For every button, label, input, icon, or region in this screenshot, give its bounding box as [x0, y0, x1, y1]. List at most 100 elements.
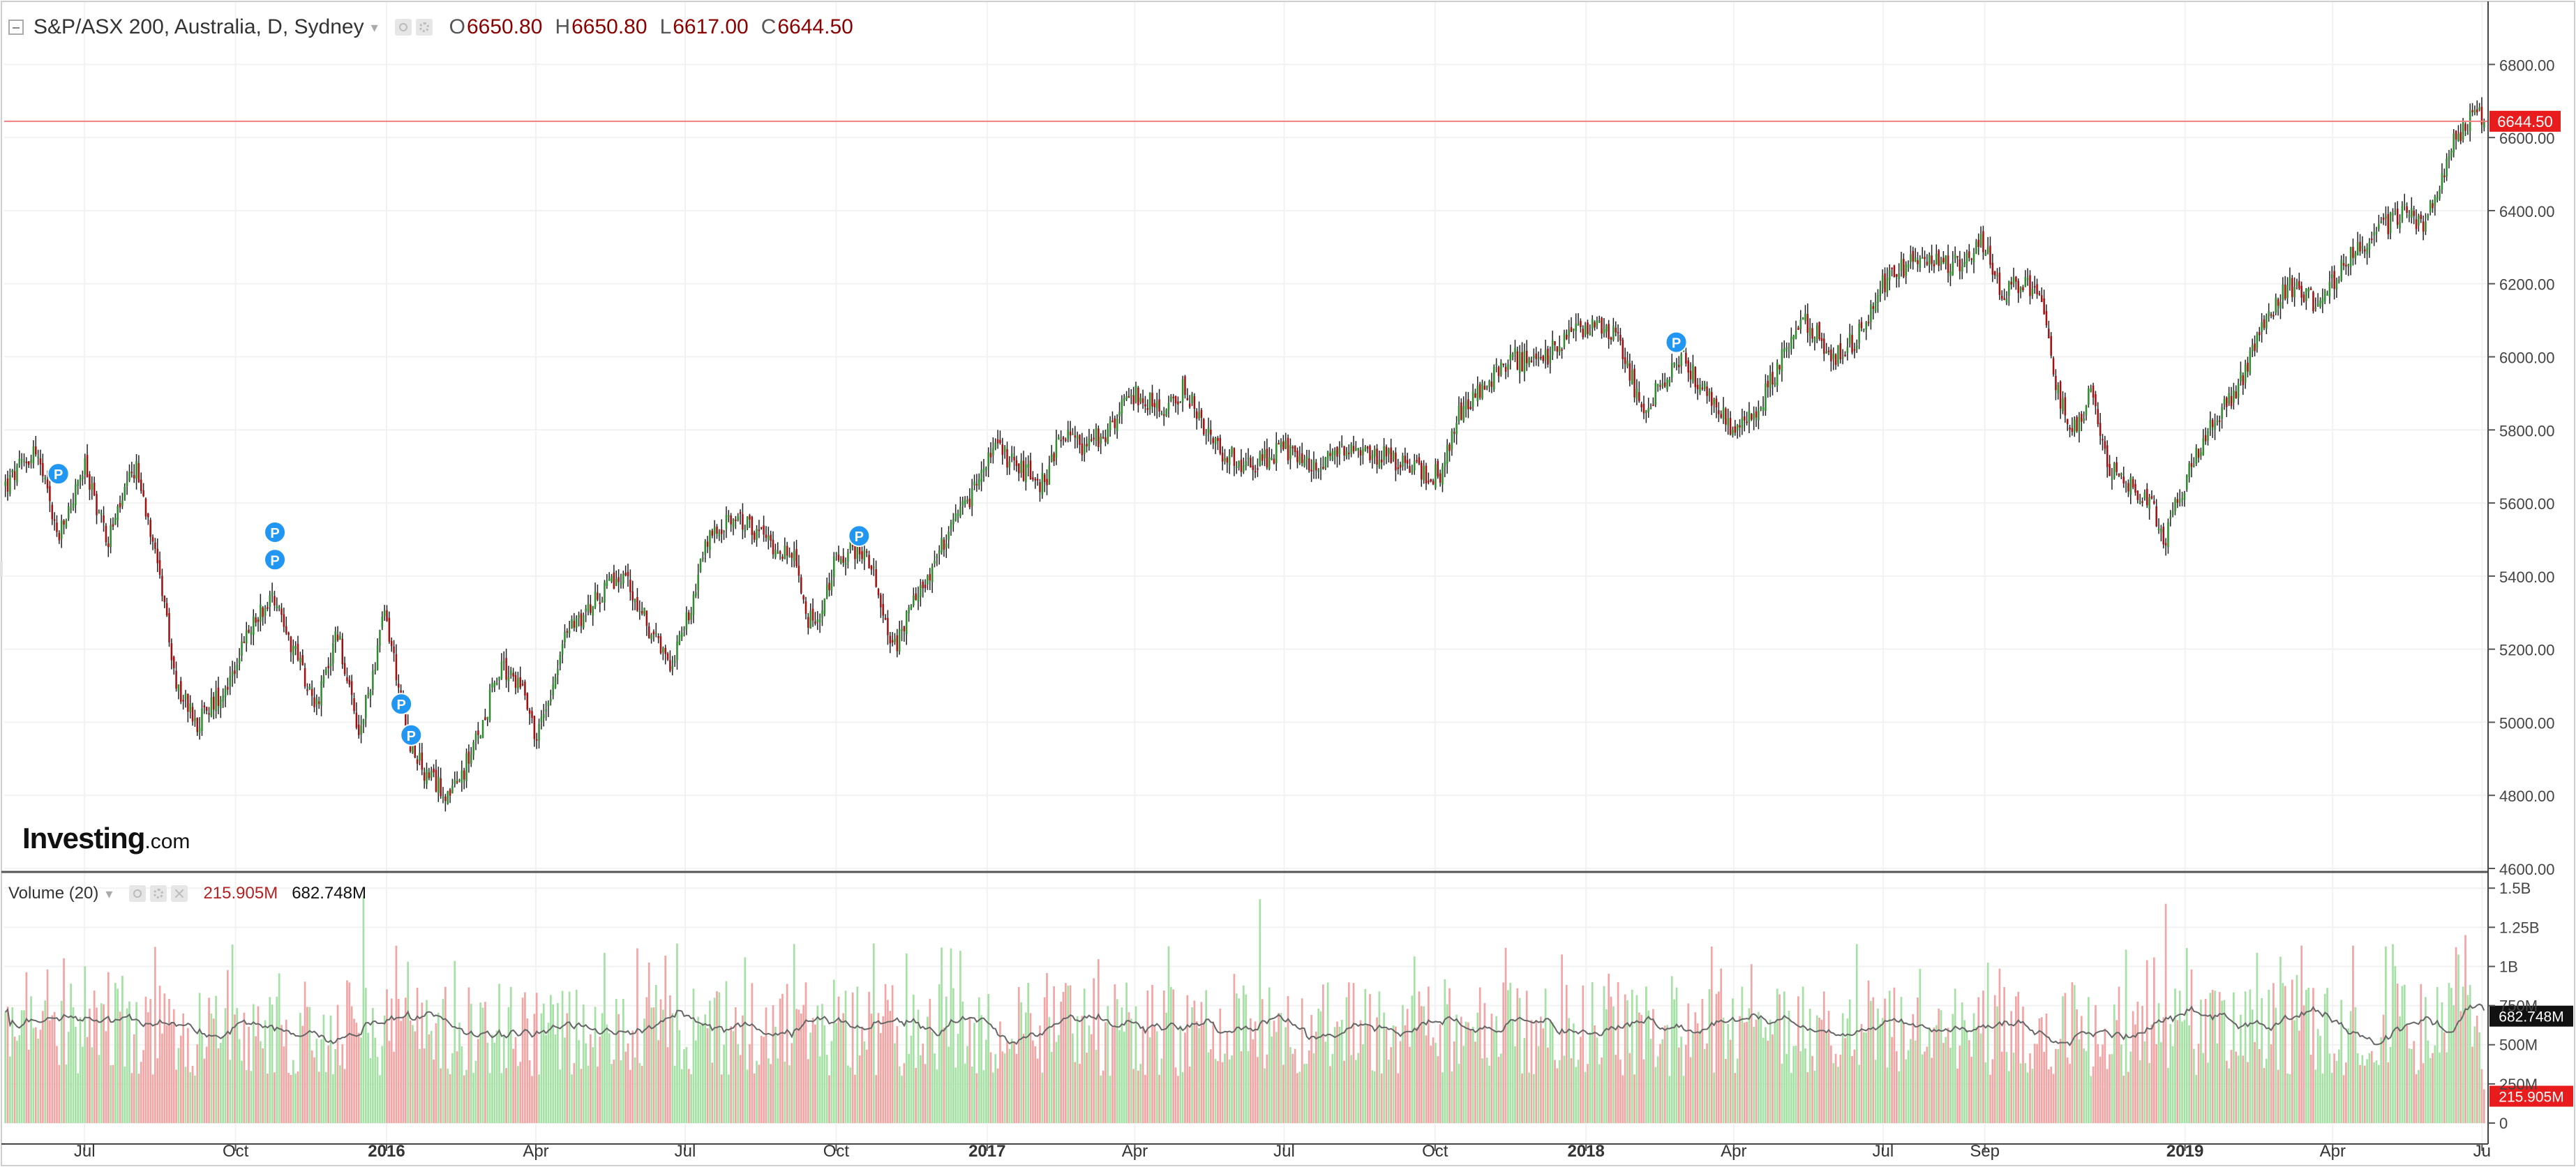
volume-bar — [205, 1046, 208, 1123]
candle — [1893, 265, 1896, 278]
candle — [793, 550, 795, 562]
candle — [2354, 253, 2357, 259]
candle — [386, 610, 388, 622]
candle — [280, 608, 283, 615]
volume-bar — [716, 991, 718, 1123]
eye-icon[interactable] — [394, 19, 412, 36]
candle — [1891, 267, 1893, 269]
candle — [832, 556, 835, 578]
candle — [1435, 464, 1437, 488]
volume-bar — [39, 1030, 42, 1123]
candle — [662, 648, 664, 653]
candle — [971, 488, 973, 506]
candle — [1722, 407, 1725, 419]
volume-bar — [56, 1046, 58, 1123]
candle — [818, 619, 821, 623]
candle — [6, 478, 9, 492]
candle — [1694, 367, 1697, 387]
candle — [1153, 402, 1156, 407]
volume-bar — [397, 998, 400, 1123]
volume-bar — [599, 1037, 601, 1123]
volume-bar — [2125, 949, 2127, 1123]
candle — [236, 665, 239, 671]
volume-bar — [538, 1074, 540, 1123]
low-key: L — [659, 15, 672, 38]
candle — [381, 616, 384, 628]
event-marker[interactable]: P — [390, 693, 413, 716]
candle — [1493, 366, 1495, 390]
volume-bar — [1521, 1073, 1523, 1123]
collapse-icon[interactable] — [8, 20, 24, 35]
event-marker[interactable]: P — [400, 723, 423, 746]
volume-bar — [1898, 1071, 1900, 1123]
candle — [2209, 419, 2212, 430]
volume-bar — [1727, 1023, 1730, 1123]
volume-bar — [1736, 1058, 1739, 1123]
volume-bar — [777, 1058, 779, 1123]
candle — [1790, 337, 1792, 349]
volume-bar — [1772, 1034, 1774, 1123]
open-key: O — [449, 15, 465, 38]
candle — [950, 523, 952, 529]
candle — [1397, 467, 1399, 469]
candle — [966, 499, 968, 502]
chevron-down-icon[interactable]: ▾ — [370, 20, 378, 36]
candle — [2406, 206, 2408, 213]
volume-bar — [1968, 1040, 1970, 1123]
candle — [481, 720, 484, 738]
candle — [75, 484, 77, 506]
event-marker[interactable]: P — [848, 525, 871, 548]
volume-bar — [1917, 997, 1919, 1123]
chevron-down-icon[interactable]: ▾ — [105, 886, 113, 902]
volume-bar — [357, 1032, 360, 1123]
eye-icon[interactable] — [129, 885, 147, 902]
candle — [765, 534, 767, 539]
volume-bar — [1315, 1031, 1317, 1123]
volume-bar — [117, 988, 119, 1123]
candle — [220, 700, 222, 709]
pane-resize-handle[interactable] — [0, 562, 3, 577]
gear-icon[interactable] — [415, 19, 433, 36]
volume-bar — [2120, 1044, 2122, 1123]
volume-bar — [1666, 1025, 1668, 1123]
event-marker[interactable]: P — [264, 548, 287, 571]
volume-bar — [1720, 968, 1723, 1123]
volume-bar — [1458, 1063, 1460, 1123]
candle — [1118, 412, 1121, 417]
event-marker[interactable]: P — [264, 521, 287, 543]
close-icon[interactable] — [171, 885, 188, 902]
candle — [982, 468, 985, 472]
volume-title: Volume (20) — [8, 884, 99, 903]
candle — [1055, 439, 1058, 458]
volume-bar — [13, 1037, 16, 1123]
candle — [1217, 437, 1219, 442]
volume-bar — [1839, 1054, 1842, 1123]
volume-tick-label: 250M — [2499, 1076, 2538, 1093]
candle — [1488, 380, 1490, 387]
candle — [416, 759, 419, 764]
volume-bar — [1820, 1019, 1823, 1123]
volume-bar — [98, 1055, 100, 1123]
volume-bar — [2286, 1073, 2289, 1123]
volume-bar — [2085, 1051, 2088, 1123]
candle — [1584, 325, 1587, 335]
candle — [744, 529, 747, 532]
volume-bar — [1460, 1016, 1462, 1123]
candle — [800, 577, 802, 594]
candle — [629, 580, 631, 592]
volume-bar — [1652, 1009, 1654, 1123]
gear-icon[interactable] — [150, 885, 167, 902]
candle — [1645, 410, 1647, 414]
candle — [20, 459, 23, 461]
event-marker[interactable]: P — [1665, 331, 1688, 354]
volume-bar — [791, 1043, 793, 1123]
event-marker[interactable]: P — [47, 462, 70, 485]
candle — [2237, 383, 2240, 398]
candle — [676, 641, 678, 661]
candle — [1879, 289, 1882, 296]
candle — [1640, 404, 1642, 407]
volume-bar — [1523, 1037, 1526, 1123]
volume-bar — [194, 1075, 196, 1123]
candle — [1285, 440, 1287, 449]
